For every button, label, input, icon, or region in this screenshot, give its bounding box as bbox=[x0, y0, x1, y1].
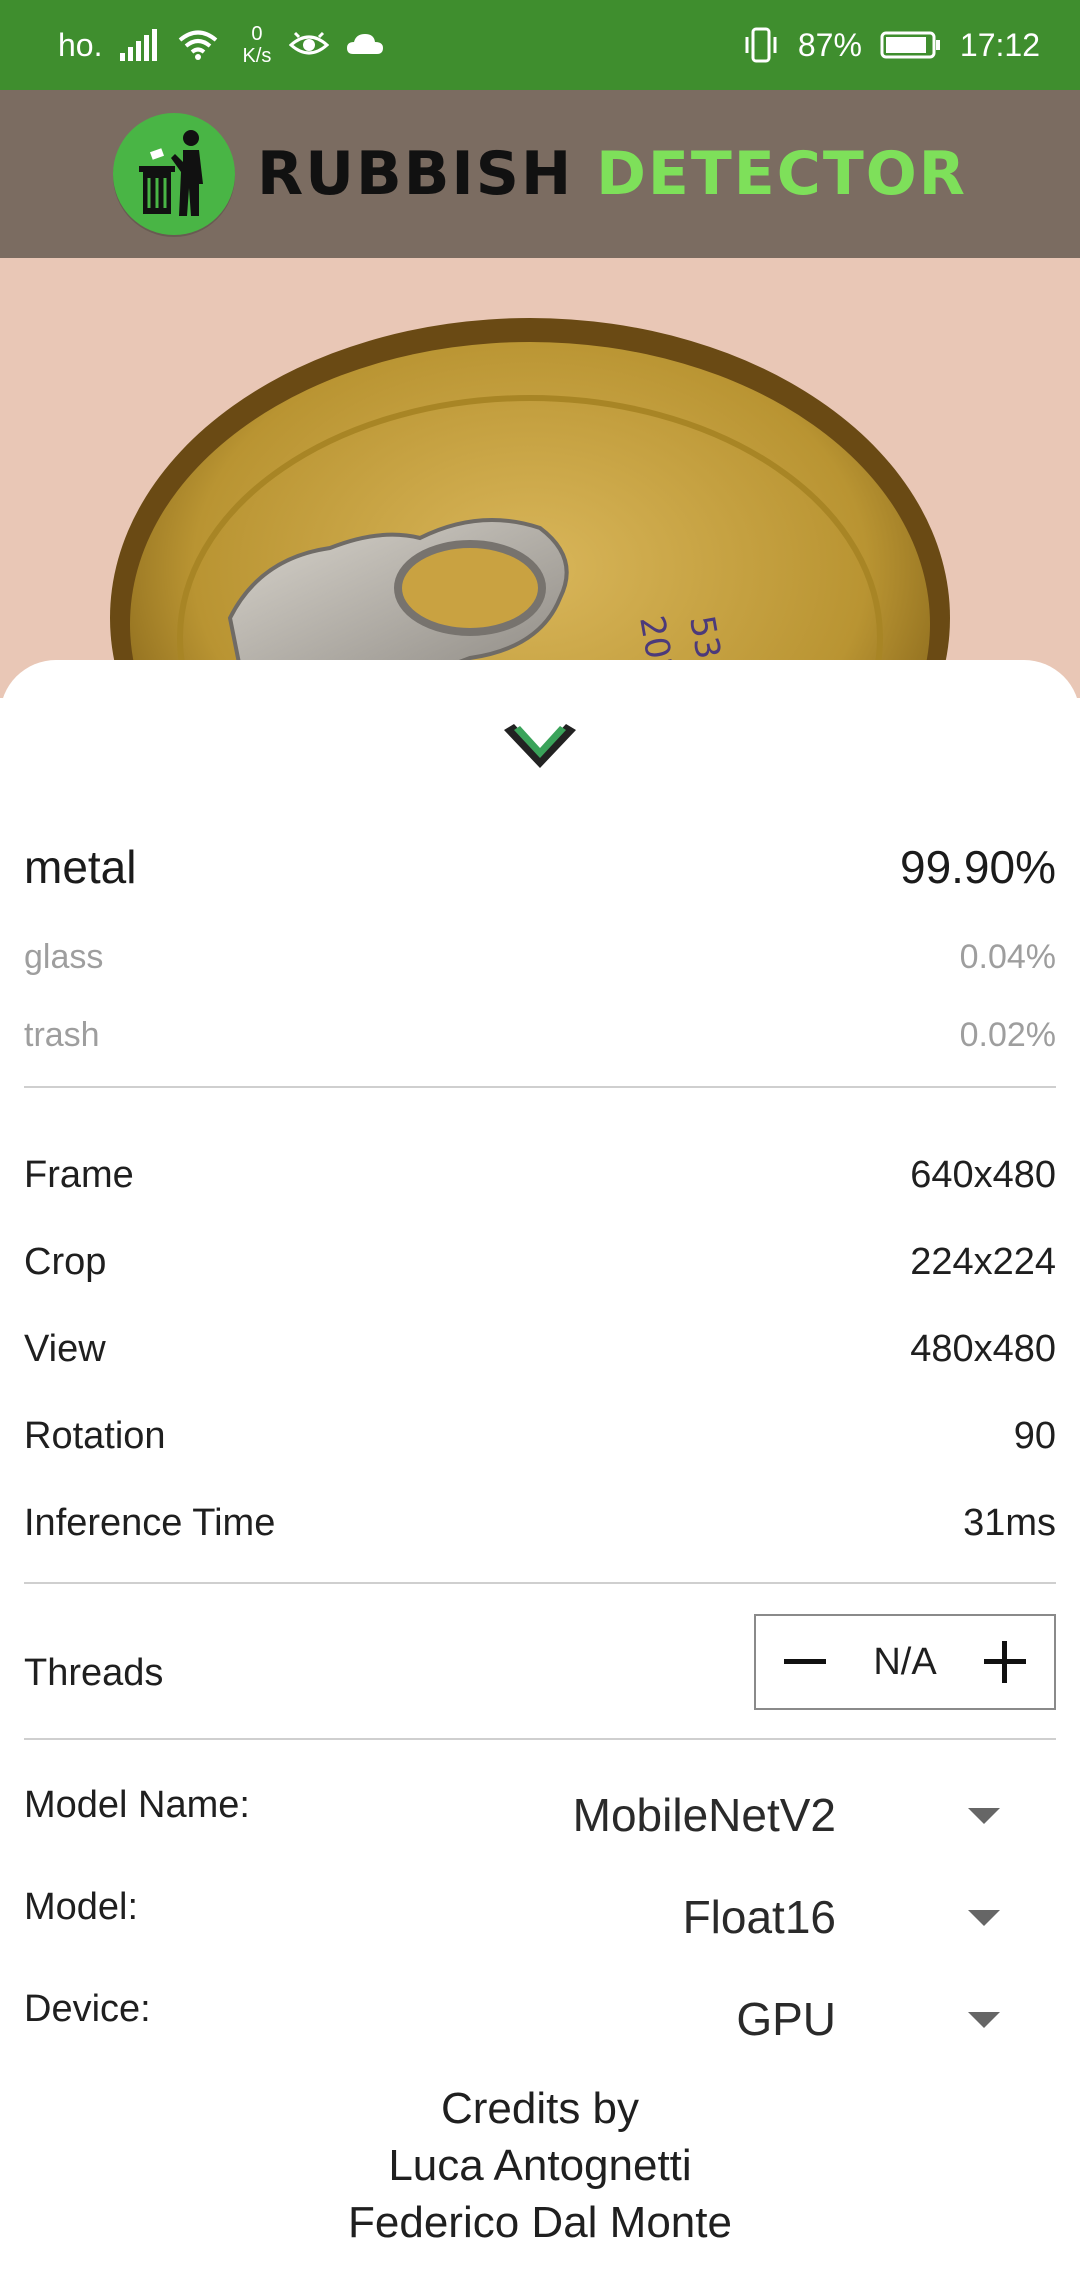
signal-icon bbox=[120, 29, 160, 61]
result-label: glass bbox=[24, 938, 104, 976]
network-speed: 0 K/s bbox=[242, 23, 271, 67]
model-spinner[interactable]: Model: Float16 bbox=[24, 1874, 1056, 1954]
divider bbox=[24, 1582, 1056, 1584]
info-label: Inference Time bbox=[24, 1502, 276, 1544]
credits-line-1: Credits by bbox=[440, 2084, 640, 2133]
chevron-down-icon[interactable] bbox=[500, 720, 580, 780]
divider bbox=[24, 1086, 1056, 1088]
model-value: Float16 bbox=[682, 1891, 836, 1943]
info-label: Rotation bbox=[24, 1415, 166, 1457]
threads-stepper: N/A bbox=[754, 1614, 1056, 1710]
model-name-value: MobileNetV2 bbox=[572, 1789, 836, 1841]
result-label: trash bbox=[24, 1016, 100, 1054]
network-speed-value: 0 bbox=[251, 23, 263, 45]
camera-preview: 2023 53 bbox=[0, 258, 1080, 698]
result-row-2: glass 0.04% bbox=[24, 938, 1056, 977]
svg-text:53: 53 bbox=[681, 613, 728, 663]
battery-percent: 87% bbox=[797, 26, 862, 63]
info-label: View bbox=[24, 1328, 106, 1370]
cloud-icon bbox=[347, 34, 384, 56]
camera-frame-image: 2023 53 bbox=[0, 258, 1080, 698]
plus-icon[interactable] bbox=[980, 1637, 1030, 1687]
info-row-rotation: Rotation 90 bbox=[24, 1415, 1056, 1458]
info-row-crop: Crop 224x224 bbox=[24, 1241, 1056, 1284]
vibrate-icon bbox=[742, 27, 780, 63]
carrier-label: ho. bbox=[58, 26, 103, 63]
info-label: Frame bbox=[24, 1154, 134, 1196]
model-name-spinner[interactable]: Model Name: MobileNetV2 bbox=[24, 1772, 1056, 1852]
info-row-frame: Frame 640x480 bbox=[24, 1154, 1056, 1197]
credits-line-2: Luca Antognetti bbox=[388, 2141, 692, 2190]
model-name-label: Model Name: bbox=[24, 1784, 250, 1826]
threads-label: Threads bbox=[24, 1652, 164, 1694]
device-spinner[interactable]: Device: GPU bbox=[24, 1976, 1056, 2056]
clock-time: 17:12 bbox=[959, 26, 1040, 63]
info-value: 224x224 bbox=[910, 1241, 1056, 1283]
app-title-word-2: DETECTOR bbox=[596, 139, 967, 209]
credits-line-3: Federico Dal Monte bbox=[348, 2198, 732, 2247]
status-left: ho. 0 K/s bbox=[58, 23, 384, 67]
info-value: 90 bbox=[1013, 1415, 1056, 1457]
bottom-sheet: metal 99.90% glass 0.04% trash 0.02% Fra… bbox=[0, 660, 1080, 2280]
status-bar: ho. 0 K/s bbox=[0, 0, 1080, 90]
device-value: GPU bbox=[736, 1993, 836, 2045]
credits: Credits by Luca Antognetti Federico Dal … bbox=[0, 2080, 1080, 2251]
info-label: Crop bbox=[24, 1241, 107, 1283]
minus-icon[interactable] bbox=[780, 1637, 830, 1687]
result-value: 99.90% bbox=[899, 841, 1056, 893]
threads-value: N/A bbox=[873, 1640, 937, 1683]
divider bbox=[24, 1738, 1056, 1740]
wifi-icon bbox=[178, 29, 218, 61]
result-value: 0.04% bbox=[959, 938, 1056, 976]
status-right: 87% 17:12 bbox=[742, 27, 1040, 64]
app-title: RUBBISH DETECTOR bbox=[257, 139, 967, 209]
dropdown-arrow-icon bbox=[968, 1808, 1000, 1824]
info-value: 480x480 bbox=[910, 1328, 1056, 1370]
info-value: 640x480 bbox=[910, 1154, 1056, 1196]
info-row-inference-time: Inference Time 31ms bbox=[24, 1502, 1056, 1545]
result-value: 0.02% bbox=[959, 1016, 1056, 1054]
dropdown-arrow-icon bbox=[968, 2012, 1000, 2028]
network-speed-unit: K/s bbox=[242, 45, 272, 67]
result-label: metal bbox=[24, 841, 137, 893]
result-row-1: metal 99.90% bbox=[24, 840, 1056, 894]
info-value: 31ms bbox=[963, 1502, 1056, 1544]
result-row-3: trash 0.02% bbox=[24, 1016, 1056, 1055]
trash-bin-logo-icon bbox=[113, 113, 236, 235]
app-header: RUBBISH DETECTOR bbox=[0, 90, 1080, 258]
app-title-word-1: RUBBISH bbox=[257, 139, 574, 209]
model-label: Model: bbox=[24, 1886, 139, 1928]
device-label: Device: bbox=[24, 1988, 151, 2030]
battery-icon bbox=[880, 30, 942, 60]
eye-icon bbox=[289, 31, 330, 59]
threads-row: Threads bbox=[24, 1652, 724, 1695]
dropdown-arrow-icon bbox=[968, 1910, 1000, 1926]
info-row-view: View 480x480 bbox=[24, 1328, 1056, 1371]
